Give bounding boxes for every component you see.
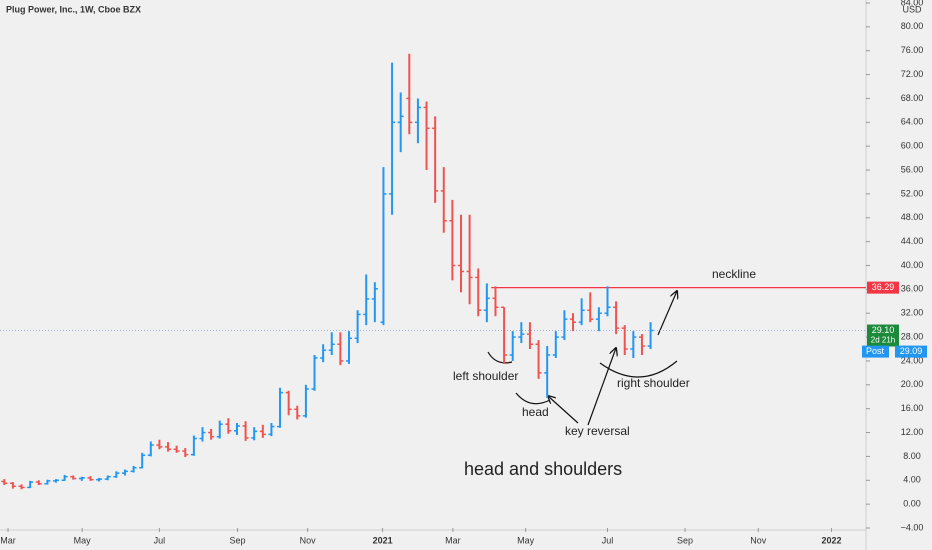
y-tick-label: 84.00 [901, 0, 924, 7]
x-tick-label: Mar [0, 535, 16, 545]
y-tick-label: 36.00 [901, 284, 924, 294]
y-tick-label: 20.00 [901, 379, 924, 389]
x-tick-label: Sep [229, 535, 245, 545]
y-tick-label: 8.00 [903, 451, 921, 461]
post-price-box [895, 345, 927, 358]
neckline-price-label: 36.29 [872, 282, 895, 292]
last-price-label: 29.10 [872, 325, 895, 335]
post-price-label: 29.09 [900, 346, 923, 356]
annotation: key reversal [565, 424, 630, 438]
x-tick-label: May [517, 535, 535, 545]
y-tick-label: 28.00 [901, 331, 924, 341]
y-tick-label: 60.00 [901, 141, 924, 151]
x-tick-label: Jul [602, 535, 614, 545]
y-tick-label: 16.00 [901, 403, 924, 413]
y-tick-label: 56.00 [901, 164, 924, 174]
x-tick-label: May [74, 535, 92, 545]
y-tick-label: 64.00 [901, 117, 924, 127]
annotation: right shoulder [617, 376, 690, 390]
last-price-box [867, 324, 899, 347]
y-tick-label: −4.00 [901, 522, 924, 532]
left-shoulder-curve [487, 351, 513, 364]
arrow [657, 291, 677, 336]
neckline-price-box [867, 281, 899, 294]
y-tick-label: 68.00 [901, 93, 924, 103]
countdown: 2d 21h [871, 336, 895, 345]
x-tick-label: Jul [154, 535, 166, 545]
y-tick-label: 12.00 [901, 427, 924, 437]
y-tick-label: 52.00 [901, 188, 924, 198]
y-tick-label: 72.00 [901, 69, 924, 79]
x-tick-label: 2022 [822, 535, 842, 545]
y-tick-label: 76.00 [901, 45, 924, 55]
chart-title: Plug Power, Inc., 1W, Cboe BZX [6, 4, 141, 14]
y-tick-label: 44.00 [901, 236, 924, 246]
x-tick-label: Sep [677, 535, 693, 545]
annotation: head and shoulders [464, 459, 622, 479]
y-tick-label: 80.00 [901, 21, 924, 31]
currency: USD [902, 4, 922, 14]
y-tick-label: 0.00 [903, 499, 921, 509]
x-tick-label: Nov [300, 535, 317, 545]
y-tick-label: 40.00 [901, 260, 924, 270]
arrow [587, 348, 616, 426]
post-name: Post [866, 346, 885, 356]
annotation: neckline [712, 267, 756, 281]
y-tick-label: 4.00 [903, 475, 921, 485]
post-name-box [862, 345, 889, 358]
y-tick-label: 48.00 [901, 212, 924, 222]
y-tick-label: 24.00 [901, 355, 924, 365]
x-tick-label: Nov [750, 535, 767, 545]
x-tick-label: 2021 [373, 535, 393, 545]
y-tick-label: 32.00 [901, 308, 924, 318]
x-tick-label: Mar [445, 535, 461, 545]
annotation: left shoulder [453, 369, 518, 383]
arrow [548, 396, 579, 424]
right-shoulder-curve [599, 360, 678, 378]
annotation: head [522, 405, 549, 419]
